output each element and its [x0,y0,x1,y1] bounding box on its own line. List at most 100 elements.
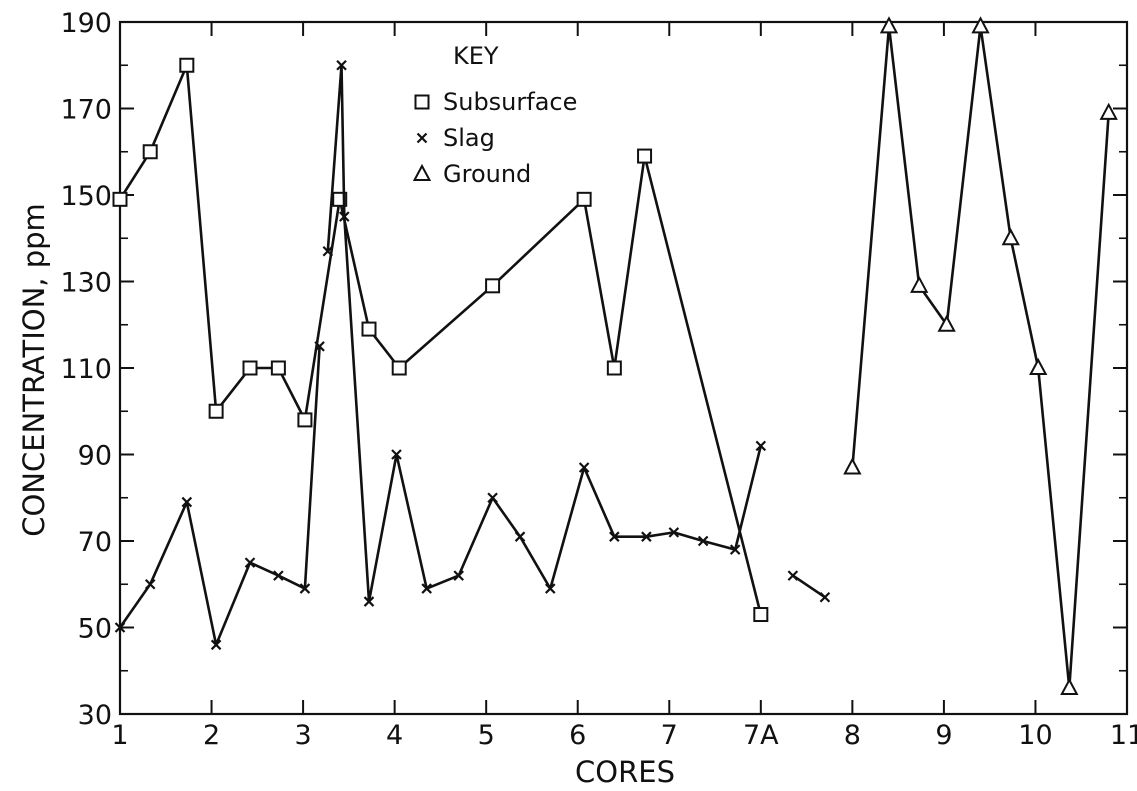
x-mark-stroke [391,449,402,460]
y-tick-label: 110 [60,354,112,385]
point-subsurface [576,191,592,207]
x-tick-label: 7A [743,720,779,751]
point-subsurface [179,57,195,73]
series-layer [112,16,1118,696]
point-slag [514,531,526,542]
x-tick-label: 10 [1018,720,1052,751]
point-slag [391,449,402,460]
y-tick-label: 30 [78,700,112,731]
legend-entry-ground: Ground [443,160,531,188]
point-slag [273,570,284,581]
point-slag [578,462,590,473]
point-slag [299,583,311,594]
point-slag [336,59,347,71]
x-mark-stroke [181,496,193,508]
y-tick-label: 90 [78,441,112,472]
x-mark-stroke [210,639,222,651]
x-mark-stroke [609,531,620,542]
point-subsurface [391,360,407,376]
x-mark-stroke [114,622,126,633]
x-tick-label: 4 [386,720,403,751]
point-slag [544,583,556,594]
point-slag [421,583,432,594]
x-mark-stroke [697,535,709,547]
series-ground [843,16,1118,696]
point-slag [314,341,325,352]
point-ground [843,457,862,475]
series-subsurface [112,57,769,623]
x-mark-stroke [416,132,428,144]
legend: KEY Subsurface Slag Ground [412,42,577,188]
point-slag [144,578,156,590]
point-slag [114,622,126,633]
x-tick-label: 1 [111,720,128,751]
point-subsurface [753,607,769,623]
x-mark-stroke [787,570,799,581]
legend-title: KEY [453,42,499,70]
point-slag [697,535,709,547]
x-mark-stroke [755,440,767,452]
series-slag [114,59,831,651]
x-tick-label: 9 [935,720,952,751]
x-tick-label: 11 [1110,720,1137,751]
point-ground [910,275,929,293]
point-subsurface [297,412,313,428]
point-slag [244,557,256,568]
point-ground [937,314,956,332]
y-axis-label: CONCENTRATION, ppm [17,203,51,537]
x-mark-stroke [314,341,325,352]
series-line-subsurface [118,64,763,615]
legend-entry-subsurface: Subsurface [443,88,577,116]
x-tick-label: 6 [569,720,586,751]
x-mark-stroke [641,531,652,542]
x-mark-stroke [273,570,284,581]
y-tick-label: 190 [60,8,112,39]
y-axis: 30 50 70 90 110 130 150 170 190 [60,8,1127,731]
point-slag [210,639,222,651]
point-ground [1099,102,1118,120]
series-line-slag [326,64,763,603]
y-tick-label: 130 [60,268,112,299]
x-mark-stroke [668,527,680,538]
point-subsurface [270,360,286,376]
y-tick-label: 150 [60,181,112,212]
point-slag [363,596,375,607]
y-tick-label: 70 [78,527,112,558]
series-line-slag [118,346,321,647]
x-mark-stroke [729,544,741,555]
point-subsurface [637,148,653,164]
x-axis-label: CORES [575,755,675,789]
x-axis: 1 2 3 4 5 6 7 7A 8 9 10 11 [111,22,1137,751]
point-slag [668,527,680,538]
point-subsurface [208,403,224,419]
x-tick-label: 7 [661,720,678,751]
x-mark-stroke [819,591,831,603]
x-mark-stroke [578,462,590,473]
point-subsurface [361,321,377,337]
point-slag [787,570,799,581]
x-mark-stroke [514,531,526,542]
point-slag [487,492,498,504]
point-slag [322,245,334,257]
point-subsurface [112,191,128,207]
point-subsurface [142,144,158,160]
point-slag [819,591,831,603]
legend-marker-slag [416,132,428,144]
point-slag [453,570,464,581]
x-mark-stroke [363,596,375,607]
point-subsurface [242,360,258,376]
point-subsurface [485,278,501,294]
x-mark-stroke [336,59,347,71]
point-slag [339,211,350,222]
x-tick-label: 2 [203,720,220,751]
point-slag [641,531,652,542]
x-mark-stroke [453,570,464,581]
x-mark-stroke [421,583,432,594]
x-mark-stroke [544,583,556,594]
series-line-slag [792,574,826,599]
point-ground [879,16,899,34]
x-mark-stroke [339,211,350,222]
y-tick-label: 50 [78,614,112,645]
legend-entry-slag: Slag [443,124,495,152]
legend-markers [412,94,432,181]
